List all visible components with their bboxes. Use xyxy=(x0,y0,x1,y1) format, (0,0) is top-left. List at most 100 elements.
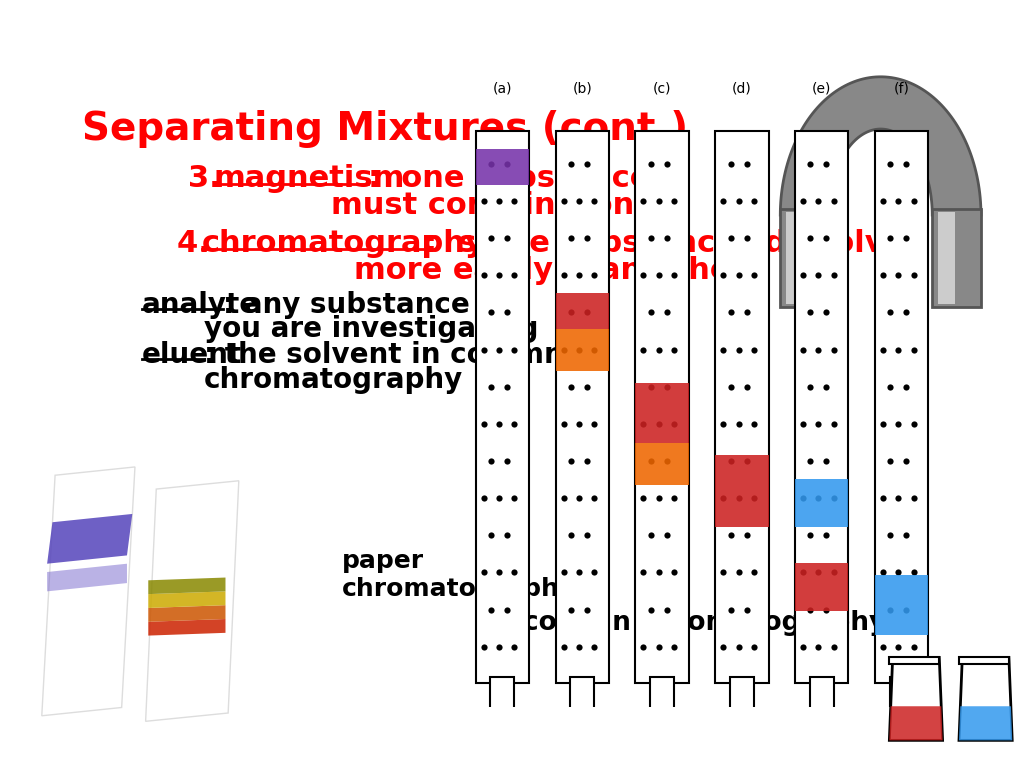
Point xyxy=(810,641,826,653)
Point xyxy=(482,157,499,170)
Text: analyte: analyte xyxy=(142,291,259,319)
Bar xyxy=(730,677,754,737)
Point xyxy=(570,269,587,281)
Point xyxy=(555,343,571,356)
Point xyxy=(745,641,762,653)
Point xyxy=(475,269,492,281)
Point xyxy=(506,566,522,578)
Bar xyxy=(932,209,981,307)
Point xyxy=(715,269,731,281)
Text: chromatography: chromatography xyxy=(202,229,486,258)
Point xyxy=(905,343,922,356)
Point xyxy=(555,492,571,505)
Point xyxy=(482,380,499,392)
Point xyxy=(506,195,522,207)
Point xyxy=(810,269,826,281)
Point xyxy=(795,492,811,505)
Bar xyxy=(874,574,929,634)
Point xyxy=(738,157,755,170)
Point xyxy=(658,157,675,170)
Point xyxy=(579,604,595,616)
Point xyxy=(722,380,738,392)
Point xyxy=(818,306,835,319)
Bar xyxy=(475,150,529,185)
Point xyxy=(482,232,499,244)
Text: (e): (e) xyxy=(812,81,831,95)
Point xyxy=(586,641,602,653)
Point xyxy=(795,566,811,578)
Point xyxy=(730,492,746,505)
Point xyxy=(738,232,755,244)
Point xyxy=(499,455,515,467)
Point xyxy=(642,604,658,616)
Point xyxy=(810,566,826,578)
Point xyxy=(795,195,811,207)
Point xyxy=(475,492,492,505)
Text: : any substance: : any substance xyxy=(223,291,470,319)
Point xyxy=(666,343,682,356)
Text: column chromatography: column chromatography xyxy=(523,610,887,636)
Point xyxy=(642,157,658,170)
Point xyxy=(882,529,898,541)
Point xyxy=(874,343,891,356)
Point xyxy=(890,641,906,653)
Point xyxy=(715,195,731,207)
Bar xyxy=(715,131,768,683)
Point xyxy=(666,195,682,207)
Point xyxy=(586,343,602,356)
Point xyxy=(555,269,571,281)
Point xyxy=(658,232,675,244)
Point xyxy=(874,492,891,505)
Point xyxy=(745,343,762,356)
Text: (f): (f) xyxy=(894,81,909,95)
Polygon shape xyxy=(889,707,943,740)
Text: magnetism: magnetism xyxy=(214,164,406,193)
Point xyxy=(579,306,595,319)
Point xyxy=(475,195,492,207)
Point xyxy=(882,306,898,319)
Point xyxy=(570,195,587,207)
Text: chromatography: chromatography xyxy=(204,366,463,393)
Polygon shape xyxy=(959,707,1013,740)
Point xyxy=(490,566,507,578)
Point xyxy=(579,529,595,541)
Polygon shape xyxy=(148,578,225,594)
Point xyxy=(818,232,835,244)
Bar xyxy=(635,443,689,485)
Point xyxy=(818,529,835,541)
Point xyxy=(898,232,914,244)
Point xyxy=(874,269,891,281)
Point xyxy=(650,418,667,430)
Point xyxy=(658,529,675,541)
Point xyxy=(890,418,906,430)
Point xyxy=(905,195,922,207)
Point xyxy=(635,492,651,505)
Point xyxy=(745,195,762,207)
Point xyxy=(666,269,682,281)
Point xyxy=(579,380,595,392)
Point xyxy=(825,418,842,430)
Text: (d): (d) xyxy=(732,81,752,95)
Point xyxy=(490,269,507,281)
Point xyxy=(658,306,675,319)
Polygon shape xyxy=(780,77,981,215)
Point xyxy=(570,566,587,578)
Polygon shape xyxy=(145,481,239,721)
Point xyxy=(730,343,746,356)
Point xyxy=(658,604,675,616)
Polygon shape xyxy=(47,564,127,591)
Point xyxy=(475,566,492,578)
Point xyxy=(579,232,595,244)
Point xyxy=(635,269,651,281)
Point xyxy=(658,455,675,467)
Bar xyxy=(889,657,939,664)
Point xyxy=(898,529,914,541)
Point xyxy=(562,306,579,319)
Point xyxy=(562,232,579,244)
Point xyxy=(738,604,755,616)
Point xyxy=(506,492,522,505)
Point xyxy=(650,269,667,281)
Polygon shape xyxy=(148,591,225,608)
Point xyxy=(586,195,602,207)
Point xyxy=(825,343,842,356)
